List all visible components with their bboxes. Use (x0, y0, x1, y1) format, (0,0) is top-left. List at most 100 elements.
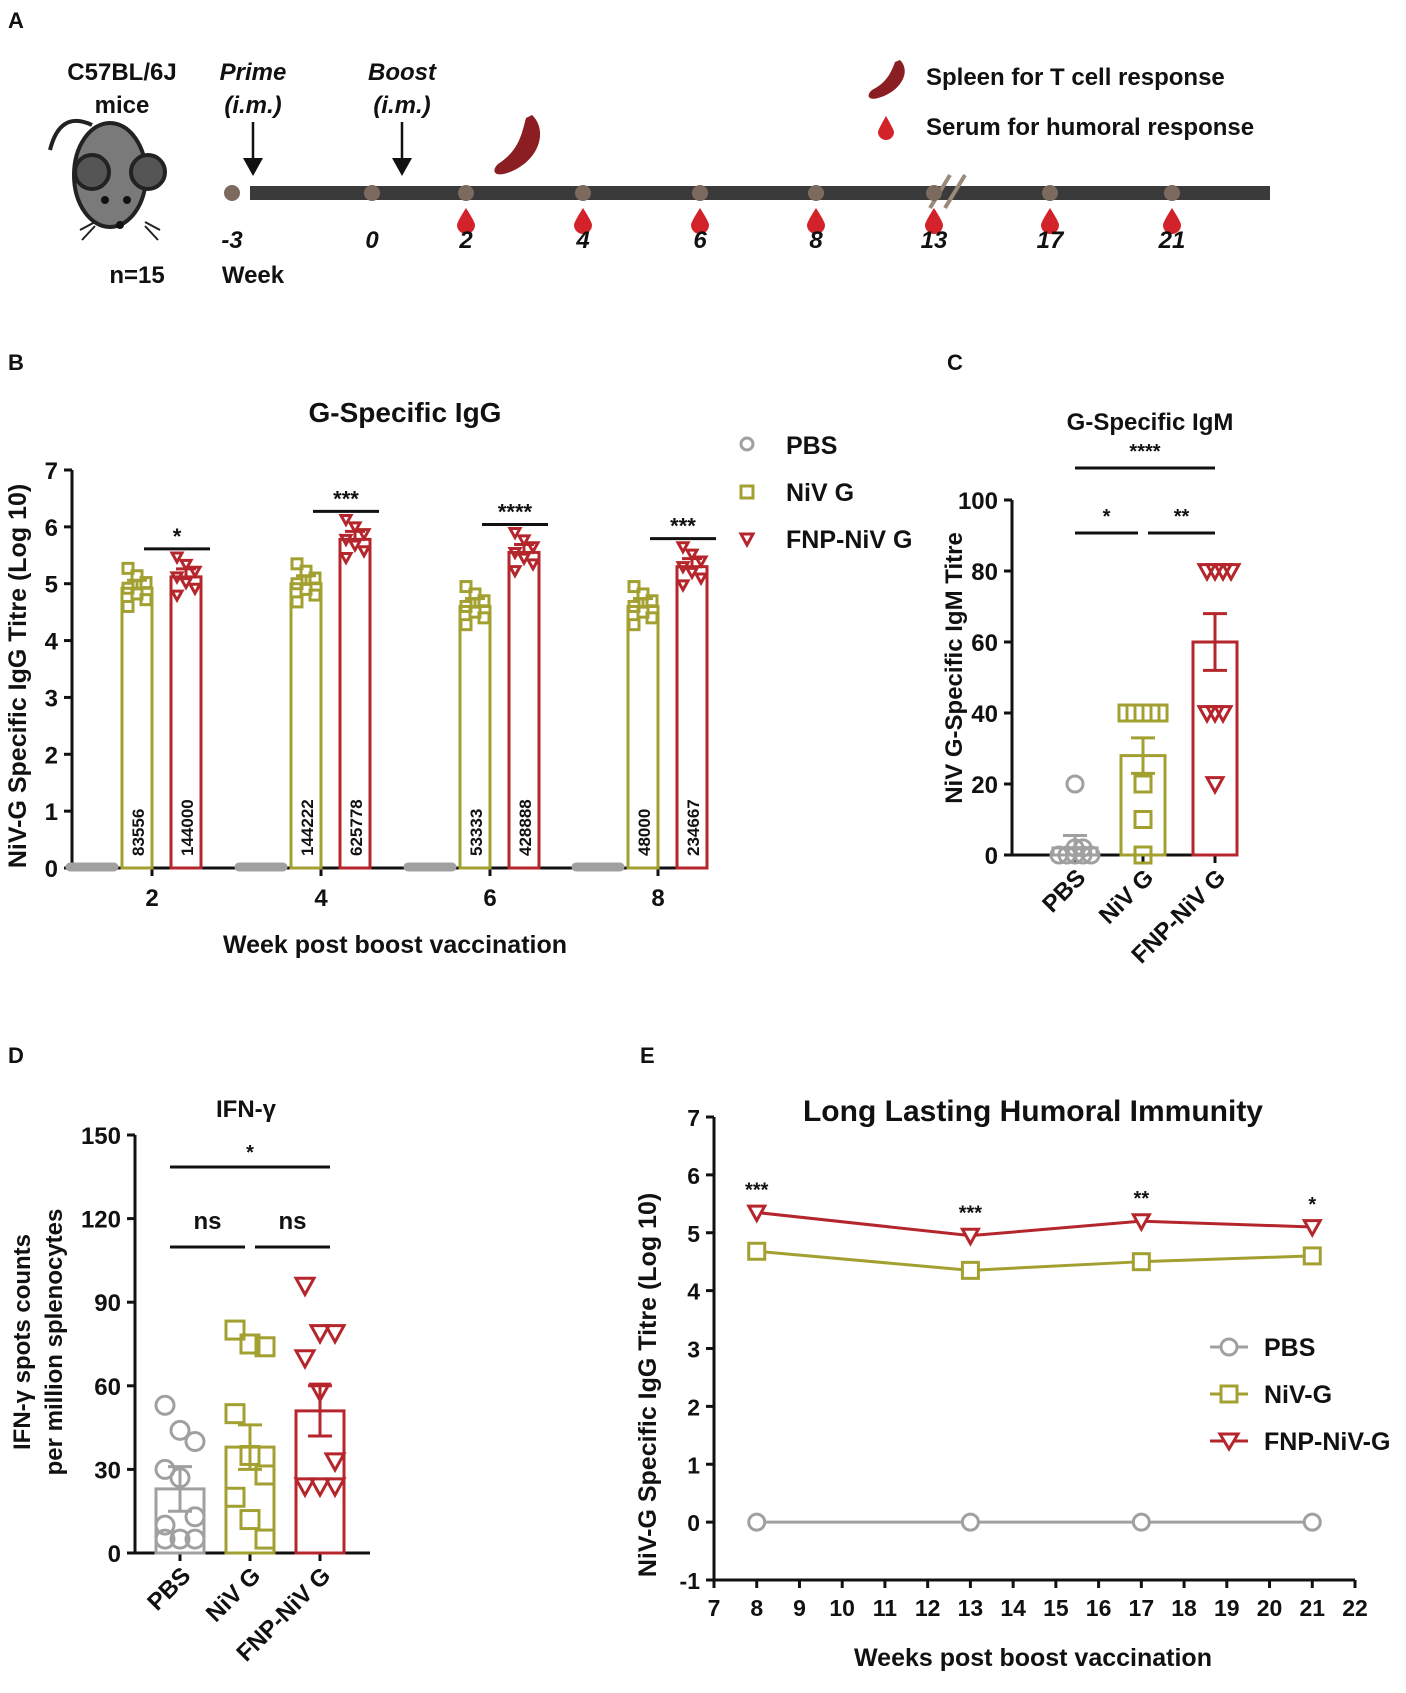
chart-d-point (169, 1528, 191, 1550)
panel-a-timeline: A C57BL/6J mice n=15 Prime (i.m.) Boost … (8, 8, 1270, 289)
legend-e-nivg: NiV-G (1264, 1381, 1332, 1409)
legend-spleen-label: Spleen for T cell response (926, 64, 1225, 91)
chart-c-sig-label: * (1103, 506, 1111, 528)
chart-b-bar-nivg (120, 586, 154, 870)
chart-e-ytick-label: 2 (687, 1394, 700, 1420)
chart-b-point (356, 528, 372, 542)
chart-d-point (154, 1394, 176, 1416)
chart-e-xtick-label: 9 (793, 1595, 806, 1621)
chart-d-sig-label: * (246, 1142, 254, 1164)
chart-e-xtick-label: 17 (1129, 1595, 1155, 1621)
timeline-week-label: 17 (1037, 227, 1065, 254)
chart-b-ylabel: NiV-G Specific IgG Titre (Log 10) (4, 484, 32, 868)
timeline-node-7 (1042, 185, 1058, 201)
legend-e-fnp: FNP-NiV-G (1264, 1428, 1390, 1456)
panel-letter-e: E (640, 1043, 655, 1068)
blood-drop-icon-5 (807, 208, 825, 234)
prime-label: Prime (220, 59, 287, 86)
chart-d-point (308, 1324, 332, 1345)
chart-d-point (224, 1403, 246, 1425)
chart-d-ytick-label: 0 (108, 1541, 121, 1568)
chart-d-ytick-label: 150 (81, 1123, 121, 1150)
chart-e-xtick-label: 13 (958, 1595, 984, 1621)
chart-b-point (468, 587, 482, 601)
chart-b-point (627, 618, 641, 632)
chart-b-sig-label: **** (498, 499, 533, 524)
blood-drop-icon-7 (1041, 208, 1059, 234)
chart-b-point (525, 558, 541, 572)
chart-e-xlabel: Weeks post boost vaccination (854, 1644, 1212, 1672)
chart-b-point (308, 571, 322, 585)
boost-route-label: (i.m.) (373, 92, 430, 119)
chart-b-ytick-label: 7 (45, 458, 58, 485)
chart-e-point (1130, 1213, 1152, 1233)
chart-b-bar-fnp (507, 550, 541, 870)
chart-e-ytick-label: 4 (687, 1279, 700, 1305)
chart-b-point (187, 582, 203, 597)
chart-d-point (184, 1506, 206, 1528)
chart-b-point (525, 541, 541, 555)
chart-e-ytick-label: 0 (687, 1510, 700, 1536)
blood-drop-icon-4 (691, 208, 709, 234)
chart-b-point (299, 564, 313, 578)
blood-drop-icon-8 (1163, 208, 1181, 234)
chart-c-point (1220, 563, 1242, 583)
chart-d-point (308, 1382, 332, 1404)
chart-c-point (1196, 563, 1218, 583)
chart-b-point (139, 593, 153, 607)
boost-arrow-icon (392, 122, 412, 176)
chart-e-series-line-2 (756, 1211, 1313, 1238)
timeline-week-label: 2 (458, 227, 473, 254)
mouse-icon (48, 119, 167, 241)
chart-e-sig-label: *** (959, 1203, 983, 1225)
timeline-week-label: 8 (809, 227, 823, 254)
chart-c-bar (1191, 640, 1239, 857)
chart-e-xtick-label: 11 (873, 1595, 898, 1621)
chart-c-point (1057, 845, 1077, 865)
chart-b-xtick-label: 2 (145, 885, 158, 912)
chart-b-point (130, 569, 144, 583)
timeline-week-label: 6 (693, 227, 707, 254)
chart-e-point (1301, 1219, 1323, 1239)
chart-e-ytick-label: 6 (687, 1163, 700, 1189)
chart-d-point (254, 1336, 276, 1358)
chart-d-point (293, 1276, 317, 1298)
timeline-node-8 (1164, 185, 1180, 201)
chart-d-point (293, 1477, 317, 1499)
chart-d-point (154, 1528, 176, 1550)
chart-b-point (290, 557, 304, 571)
chart-d-point (224, 1486, 246, 1508)
chart-c-sig-label: ** (1174, 506, 1190, 528)
chart-d-point (308, 1477, 332, 1499)
mouse-word-label: mice (95, 92, 150, 119)
chart-b-point (693, 572, 709, 587)
chart-b-point (645, 611, 659, 625)
chart-b-point (459, 580, 473, 594)
timeline-node-4 (692, 185, 708, 201)
chart-b-point (290, 595, 304, 609)
chart-d-point (323, 1452, 347, 1474)
timeline-node-2 (458, 185, 474, 201)
chart-d-point (184, 1431, 206, 1453)
legend-b-fnp-marker (738, 532, 756, 549)
week-word-label: Week (222, 262, 285, 289)
prime-route-label: (i.m.) (224, 92, 281, 119)
chart-b-point (627, 580, 641, 594)
blood-drop-icon-2 (457, 208, 475, 234)
spleen-icon (494, 115, 541, 175)
chart-e-point (1131, 1252, 1151, 1272)
chart-b-point (684, 548, 700, 563)
chart-b-point (675, 579, 691, 593)
legend-e-pbs-marker (1219, 1337, 1239, 1357)
timeline-week-label: -3 (221, 227, 243, 254)
chart-b-point (356, 545, 372, 559)
mouse-strain-label: C57BL/6J (67, 59, 176, 86)
chart-e-xtick-label: 12 (915, 1595, 941, 1621)
panel-letter-a: A (8, 8, 24, 33)
chart-e-point (960, 1260, 980, 1280)
legend-spleen-icon (868, 60, 905, 99)
panel-letter-b: B (8, 350, 24, 375)
timeline-week-label: 4 (575, 227, 589, 254)
chart-e-xtick-label: 8 (750, 1595, 763, 1621)
chart-b-bar-fnp (675, 565, 709, 870)
